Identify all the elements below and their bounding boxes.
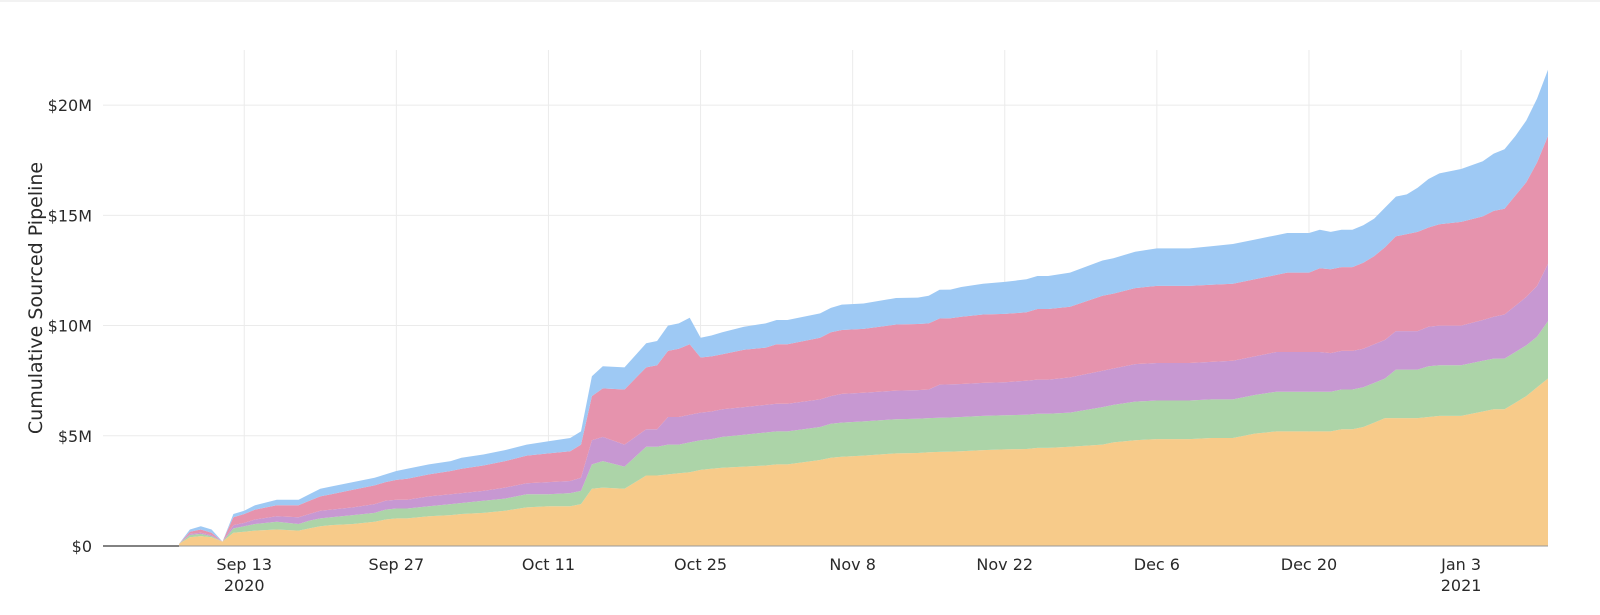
y-tick-label: $5M — [58, 427, 92, 446]
x-tick-label: Jan 3 — [1440, 555, 1481, 574]
x-tick-label: Dec 20 — [1281, 555, 1337, 574]
top-divider — [0, 0, 1600, 2]
x-tick-year-label: 2020 — [224, 576, 265, 595]
area-layer — [179, 69, 1549, 546]
y-tick-label: $0 — [72, 537, 92, 556]
area-series-5 — [179, 69, 1549, 544]
axis-layer: $0 $5M $10M $15M $20M Sep 13 2020 Sep 27 Oct 11 O… — [48, 96, 1548, 595]
y-axis-title: Cumulative Sourced Pipeline — [25, 162, 47, 434]
x-tick-year-label: 2021 — [1441, 576, 1482, 595]
area-series-3 — [179, 263, 1549, 544]
y-tick-label: $20M — [48, 96, 92, 115]
x-tick-label: Dec 6 — [1134, 555, 1180, 574]
x-tick-label: Sep 13 — [216, 555, 272, 574]
area-series-2 — [179, 321, 1549, 544]
area-series-4 — [179, 136, 1549, 544]
area-series-1 — [179, 378, 1549, 546]
y-tick-label: $10M — [48, 317, 92, 336]
x-tick-label: Oct 25 — [674, 555, 727, 574]
x-tick-label: Nov 22 — [976, 555, 1033, 574]
y-tick-label: $15M — [48, 206, 92, 225]
x-tick-label: Nov 8 — [829, 555, 876, 574]
x-tick-label: Oct 11 — [522, 555, 575, 574]
x-tick-label: Sep 27 — [369, 555, 425, 574]
label-layer: Cumulative Sourced Pipeline — [25, 162, 47, 434]
